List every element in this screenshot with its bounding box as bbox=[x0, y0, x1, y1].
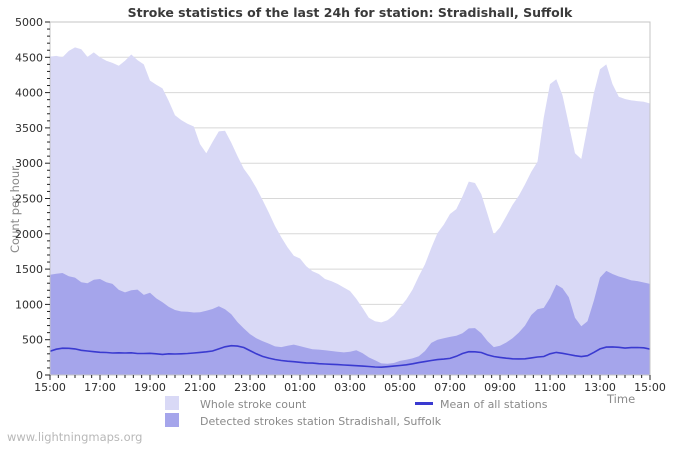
legend-label-mean: Mean of all stations bbox=[440, 398, 548, 411]
svg-text:13:00: 13:00 bbox=[584, 381, 616, 394]
svg-text:1500: 1500 bbox=[15, 263, 43, 276]
svg-text:0: 0 bbox=[36, 369, 43, 382]
svg-text:05:00: 05:00 bbox=[384, 381, 416, 394]
svg-text:15:00: 15:00 bbox=[34, 381, 66, 394]
svg-text:09:00: 09:00 bbox=[484, 381, 516, 394]
svg-text:07:00: 07:00 bbox=[434, 381, 466, 394]
svg-text:03:00: 03:00 bbox=[334, 381, 366, 394]
svg-text:3000: 3000 bbox=[15, 157, 43, 170]
legend-label-whole: Whole stroke count bbox=[200, 398, 307, 411]
svg-text:3500: 3500 bbox=[15, 122, 43, 135]
watermark-link: www.lightningmaps.org bbox=[7, 430, 143, 444]
x-axis-label: Time bbox=[607, 392, 636, 406]
svg-text:17:00: 17:00 bbox=[84, 381, 116, 394]
svg-text:2000: 2000 bbox=[15, 228, 43, 241]
svg-text:4000: 4000 bbox=[15, 87, 43, 100]
svg-text:15:00: 15:00 bbox=[634, 381, 666, 394]
chart-title: Stroke statistics of the last 24h for st… bbox=[127, 5, 573, 20]
legend-swatch-whole bbox=[165, 396, 179, 410]
svg-text:2500: 2500 bbox=[15, 193, 43, 206]
svg-text:19:00: 19:00 bbox=[134, 381, 166, 394]
svg-text:01:00: 01:00 bbox=[284, 381, 316, 394]
svg-text:23:00: 23:00 bbox=[234, 381, 266, 394]
svg-text:500: 500 bbox=[22, 334, 43, 347]
svg-text:11:00: 11:00 bbox=[534, 381, 566, 394]
svg-text:5000: 5000 bbox=[15, 16, 43, 29]
legend-swatch-detected bbox=[165, 413, 179, 427]
svg-text:4500: 4500 bbox=[15, 51, 43, 64]
legend-label-detected: Detected strokes station Stradishall, Su… bbox=[200, 415, 442, 428]
svg-text:21:00: 21:00 bbox=[184, 381, 216, 394]
svg-text:1000: 1000 bbox=[15, 298, 43, 311]
legend-swatch-mean-line bbox=[415, 402, 433, 405]
